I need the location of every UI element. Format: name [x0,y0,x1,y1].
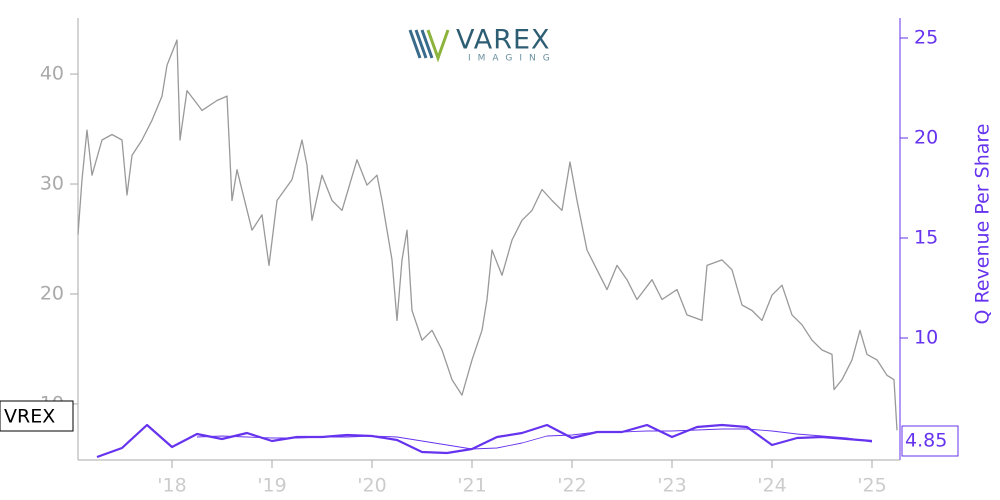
x-tick-label: '25 [857,475,886,497]
y2-tick-label: 15 [914,227,938,249]
y-tick-label: 30 [40,173,64,195]
series-line [196,428,873,450]
logo-tagline: IMAGING [468,54,557,64]
last-value-box [901,425,959,457]
x-tick-label: '23 [657,475,686,497]
x-tick-label: '21 [457,475,486,497]
series-line [77,39,898,431]
ticker-label: VREX [4,406,55,428]
x-tick-label: '18 [157,475,186,497]
y2-axis-label: Q Revenue Per Share [972,124,994,325]
x-tick-label: '20 [357,475,386,497]
series-line [96,423,873,459]
logo: VAREX IMAGING [408,25,557,64]
y-tick-label: 40 [40,63,64,85]
y2-tick-label: 25 [914,27,938,49]
x-tick-label: '19 [257,475,286,497]
logo-stripes [426,29,450,63]
y2-tick-label: 20 [914,127,938,149]
x-tick-label: '24 [757,475,786,497]
logo-stripes [408,29,434,59]
last-value-label: 4.85 [905,430,947,452]
ticker-box [0,400,74,432]
logo-name: VAREX [456,25,551,56]
y-tick-label: 20 [40,282,64,304]
y2-tick-label: 10 [914,327,938,349]
x-tick-label: '22 [557,475,586,497]
